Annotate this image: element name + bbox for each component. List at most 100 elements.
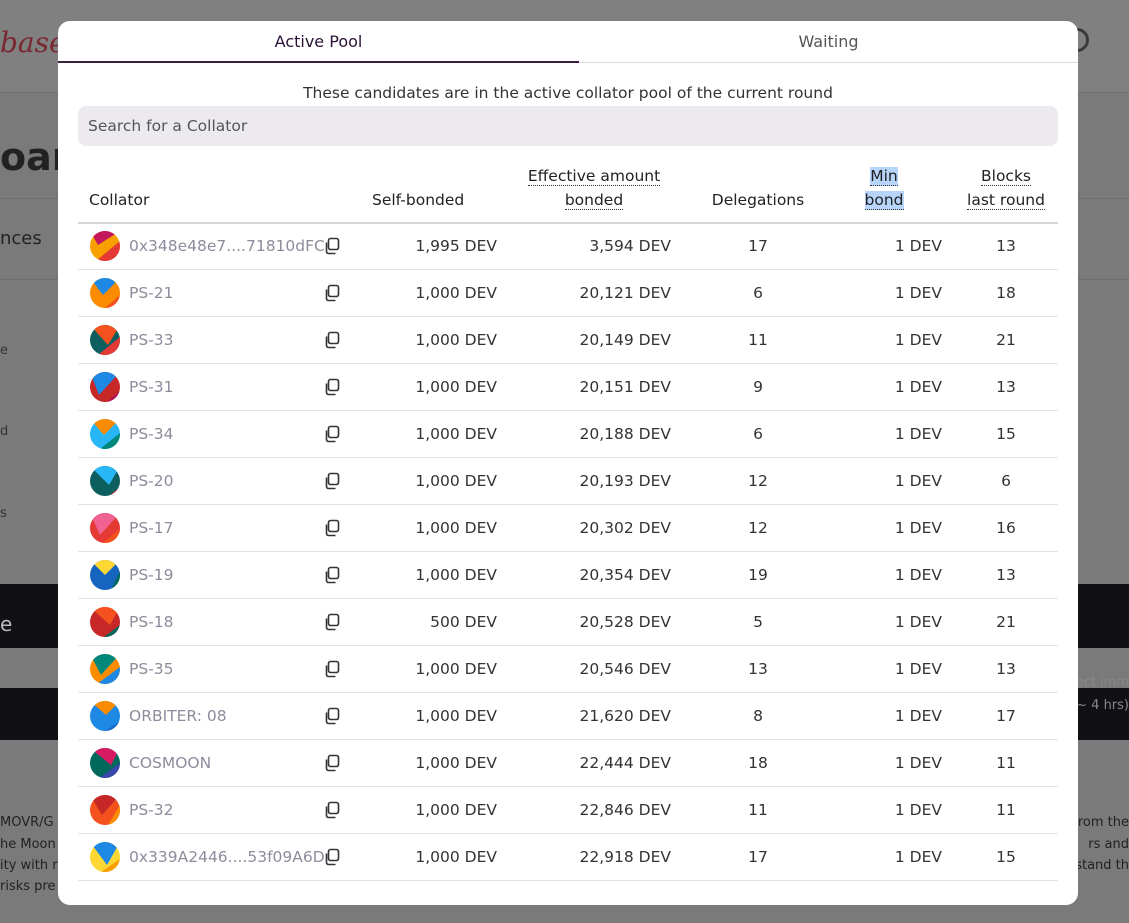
table-row: PS-31 1,000 DEV 20,151 DEV 9 1 DEV 13 <box>78 364 1058 411</box>
collator-name-link[interactable]: PS-21 <box>129 284 174 302</box>
copy-icon[interactable] <box>323 801 341 819</box>
table-row: PS-33 1,000 DEV 20,149 DEV 11 1 DEV 21 <box>78 317 1058 364</box>
collator-name-link[interactable]: ORBITER: 08 <box>129 707 227 725</box>
delegations-value: 19 <box>748 566 768 584</box>
delegations-value: 6 <box>753 425 763 443</box>
background-body-text: rs and <box>1088 837 1129 852</box>
collator-avatar <box>90 513 120 543</box>
self-bonded-value: 1,000 DEV <box>415 519 497 537</box>
effective-bonded-value: 20,528 DEV <box>579 613 672 631</box>
copy-icon[interactable] <box>323 613 341 631</box>
delegations-value: 8 <box>753 707 763 725</box>
copy-icon[interactable] <box>323 472 341 490</box>
pool-description: These candidates are in the active colla… <box>303 84 833 102</box>
collator-name-link[interactable]: PS-19 <box>129 566 174 584</box>
delegations-value: 6 <box>753 284 763 302</box>
background-logo: base <box>0 26 66 59</box>
delegations-value: 17 <box>748 848 768 866</box>
collator-avatar <box>90 325 120 355</box>
min-bond-value: 1 DEV <box>894 754 942 772</box>
header-min-line1: Min <box>870 167 898 186</box>
header-effective-amount[interactable]: Effective amount bonded <box>518 164 670 212</box>
effective-bonded-value: 20,151 DEV <box>579 378 672 396</box>
header-min-bond[interactable]: Min bond <box>850 164 918 212</box>
header-blocks-last-round[interactable]: Blocks last round <box>956 164 1056 212</box>
min-bond-value: 1 DEV <box>894 284 942 302</box>
effective-bonded-value: 20,302 DEV <box>579 519 672 537</box>
collator-avatar <box>90 231 120 261</box>
copy-icon[interactable] <box>323 237 341 255</box>
min-bond-value: 1 DEV <box>894 378 942 396</box>
delegations-value: 11 <box>748 801 768 819</box>
collator-name-link[interactable]: PS-33 <box>129 331 174 349</box>
table-header: Collator Self-bonded Effective amount bo… <box>78 161 1058 224</box>
collator-avatar <box>90 795 120 825</box>
collator-name-link[interactable]: PS-32 <box>129 801 174 819</box>
delegations-value: 18 <box>748 754 768 772</box>
effective-bonded-value: 20,546 DEV <box>579 660 672 678</box>
self-bonded-value: 1,000 DEV <box>415 284 497 302</box>
copy-icon[interactable] <box>323 566 341 584</box>
table-row: PS-35 1,000 DEV 20,546 DEV 13 1 DEV 13 <box>78 646 1058 693</box>
tab-active-pool[interactable]: Active Pool <box>58 21 579 63</box>
blocks-last-round-value: 13 <box>996 378 1016 396</box>
collator-name-link[interactable]: PS-31 <box>129 378 174 396</box>
collator-name-link[interactable]: PS-18 <box>129 613 174 631</box>
copy-icon[interactable] <box>323 425 341 443</box>
effective-bonded-value: 22,846 DEV <box>579 801 672 819</box>
background-body-text: MOVR/G <box>0 815 54 830</box>
blocks-last-round-value: 6 <box>1001 472 1011 490</box>
collator-avatar <box>90 748 120 778</box>
collator-avatar <box>90 419 120 449</box>
copy-icon[interactable] <box>323 707 341 725</box>
self-bonded-value: 1,000 DEV <box>415 848 497 866</box>
delegations-value: 11 <box>748 331 768 349</box>
table-row: PS-18 500 DEV 20,528 DEV 5 1 DEV 21 <box>78 599 1058 646</box>
self-bonded-value: 1,000 DEV <box>415 378 497 396</box>
effective-bonded-value: 20,149 DEV <box>579 331 672 349</box>
table-row: PS-17 1,000 DEV 20,302 DEV 12 1 DEV 16 <box>78 505 1058 552</box>
collator-name-link[interactable]: PS-17 <box>129 519 174 537</box>
table-row: COSMOON 1,000 DEV 22,444 DEV 18 1 DEV 11 <box>78 740 1058 787</box>
copy-icon[interactable] <box>323 331 341 349</box>
collator-search-input[interactable] <box>78 106 1058 146</box>
table-row: 0x348e48e7....71810dFC 1,995 DEV 3,594 DEV… <box>78 223 1058 270</box>
background-body-text: ity with r <box>0 858 58 873</box>
blocks-last-round-value: 16 <box>996 519 1016 537</box>
table-row: PS-19 1,000 DEV 20,354 DEV 19 1 DEV 13 <box>78 552 1058 599</box>
delegations-value: 12 <box>748 519 768 537</box>
copy-icon[interactable] <box>323 660 341 678</box>
table-row: PS-20 1,000 DEV 20,193 DEV 12 1 DEV 6 <box>78 458 1058 505</box>
collator-name-link[interactable]: COSMOON <box>129 754 212 772</box>
collator-name-link[interactable]: PS-35 <box>129 660 174 678</box>
table-row: 0x339A2446....53f09A6D 1,000 DEV 22,918 DE… <box>78 834 1058 881</box>
background-side-text: e <box>0 343 8 358</box>
collator-name-link[interactable]: 0x339A2446....53f09A6D <box>129 848 325 866</box>
blocks-last-round-value: 21 <box>996 331 1016 349</box>
collator-name-link[interactable]: PS-20 <box>129 472 174 490</box>
background-dark-label: e <box>0 612 13 636</box>
copy-icon[interactable] <box>323 519 341 537</box>
collator-table-body: 0x348e48e7....71810dFC 1,995 DEV 3,594 DEV… <box>78 223 1058 881</box>
blocks-last-round-value: 15 <box>996 425 1016 443</box>
background-right-text: fect imm <box>1071 675 1129 690</box>
collator-name-link[interactable]: PS-34 <box>129 425 174 443</box>
background-body-text: rom the <box>1077 815 1129 830</box>
collator-avatar <box>90 372 120 402</box>
tab-waiting[interactable]: Waiting <box>798 32 859 51</box>
self-bonded-value: 1,000 DEV <box>415 754 497 772</box>
collator-name-link[interactable]: 0x348e48e7....71810dFC <box>129 237 325 255</box>
background-body-text: he Moon <box>0 837 56 852</box>
copy-icon[interactable] <box>323 848 341 866</box>
copy-icon[interactable] <box>323 754 341 772</box>
min-bond-value: 1 DEV <box>894 519 942 537</box>
blocks-last-round-value: 13 <box>996 566 1016 584</box>
copy-icon[interactable] <box>323 284 341 302</box>
table-row: ORBITER: 08 1,000 DEV 21,620 DEV 8 1 DEV 17 <box>78 693 1058 740</box>
effective-bonded-value: 20,354 DEV <box>579 566 672 584</box>
min-bond-value: 1 DEV <box>894 613 942 631</box>
header-collator: Collator <box>89 191 150 209</box>
collator-avatar <box>90 560 120 590</box>
header-effective-line1: Effective amount <box>527 167 661 186</box>
copy-icon[interactable] <box>323 378 341 396</box>
